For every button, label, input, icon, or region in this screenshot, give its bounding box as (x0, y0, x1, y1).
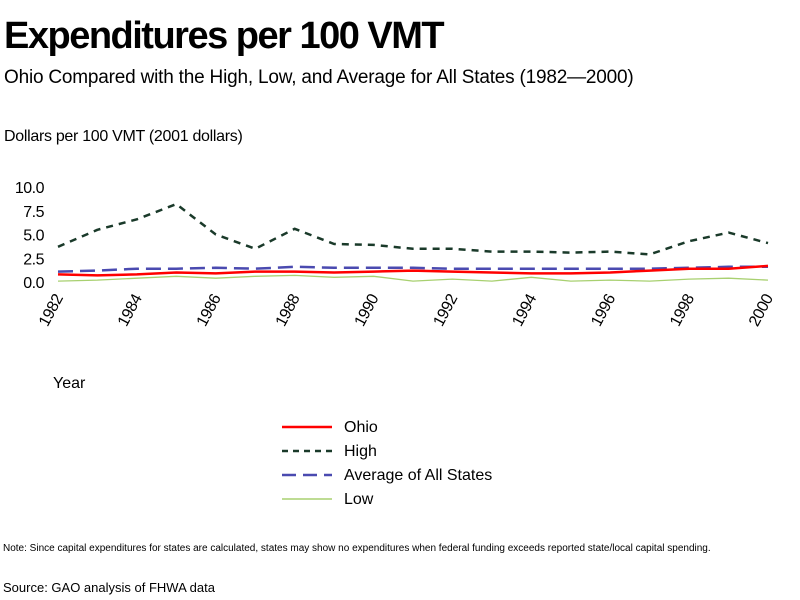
x-tick-label: 1994 (509, 291, 540, 329)
x-tick-label: 1992 (430, 291, 461, 329)
y-tick-label: 0.0 (23, 275, 44, 292)
source-note: Source: GAO analysis of FHWA data (3, 580, 215, 595)
chart-subtitle: Ohio Compared with the High, Low, and Av… (4, 67, 634, 88)
legend-label-low: Low (344, 491, 374, 508)
x-tick-label: 2000 (746, 291, 777, 329)
y-tick-label: 7.5 (23, 204, 44, 221)
legend-swatch-average (282, 473, 332, 477)
legend-swatch-low (282, 498, 332, 500)
x-tick-label: 1988 (273, 291, 304, 329)
x-tick-label: 1986 (194, 291, 225, 329)
legend-item-average: Average of All States (282, 466, 542, 490)
legend-label-average: Average of All States (344, 467, 493, 484)
x-tick-label: 1996 (588, 291, 619, 329)
series-line-average-of-all-states (57, 265, 768, 273)
series-line-low (57, 274, 769, 282)
y-axis-label: Dollars per 100 VMT (2001 dollars) (4, 128, 243, 145)
x-tick-label: 1998 (667, 291, 698, 329)
x-tick-label: 1990 (352, 291, 383, 329)
legend-item-ohio: Ohio (282, 418, 542, 442)
legend-item-low: Low (282, 490, 542, 514)
series-line-high (57, 202, 769, 256)
legend-swatch-high (282, 449, 332, 453)
chart-legend: Ohio High Average of All States Low (282, 418, 542, 514)
legend-swatch-ohio (282, 425, 332, 429)
y-tick-label: 10.0 (15, 180, 45, 197)
legend-label-ohio: Ohio (344, 419, 378, 436)
y-tick-label: 5.0 (23, 228, 44, 245)
line-chart: 0.0 2.5 5.0 7.5 10.0 1982 1984 1986 1988 1990 1992… (15, 180, 777, 329)
x-axis-label: Year (53, 375, 86, 392)
footnote: Note: Since capital expenditures for sta… (3, 543, 711, 554)
x-tick-label: 1984 (115, 291, 146, 329)
y-tick-label: 2.5 (23, 251, 44, 268)
legend-label-high: High (344, 443, 377, 460)
x-tick-label: 1982 (36, 291, 67, 329)
legend-item-high: High (282, 442, 542, 466)
series-line-ohio (57, 264, 769, 277)
chart-title: Expenditures per 100 VMT (4, 15, 445, 57)
